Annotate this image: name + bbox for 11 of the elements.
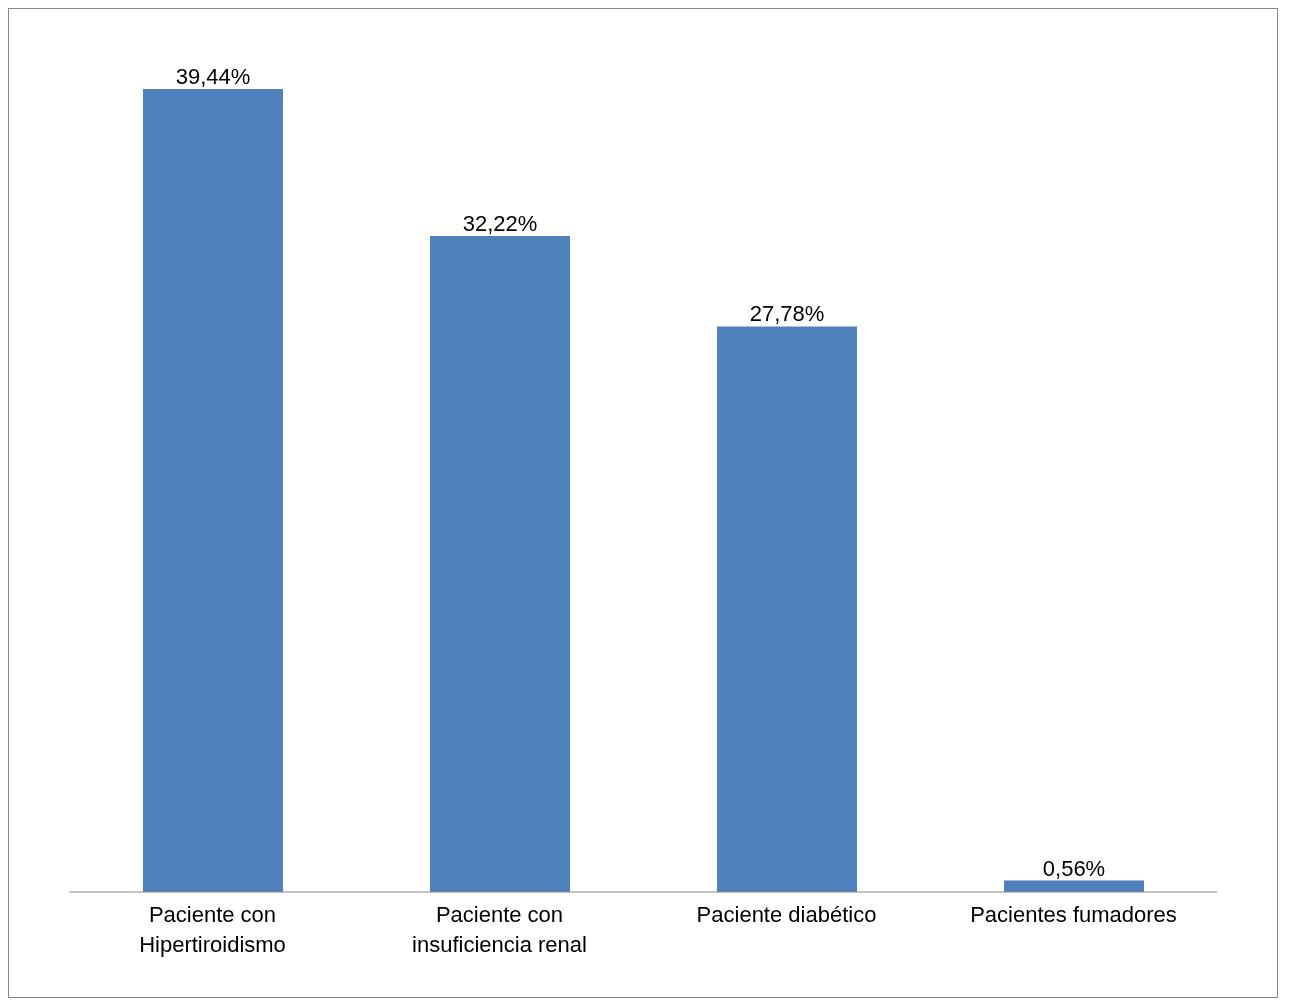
data-label: 32,22% [462,211,538,236]
x-tick-label: Pacientes fumadores [970,902,1177,927]
x-tick-label: Paciente diabético [696,902,877,927]
bar [143,89,283,892]
bar [430,236,570,892]
x-tick-label: Paciente con insuficiencia renal [412,902,587,957]
bar [717,326,857,892]
data-label: 39,44% [175,64,251,89]
data-label: 27,78% [749,301,825,327]
x-tick-label: Paciente con Hipertiroidismo [139,902,286,957]
data-label: 0,56% [1042,855,1106,881]
